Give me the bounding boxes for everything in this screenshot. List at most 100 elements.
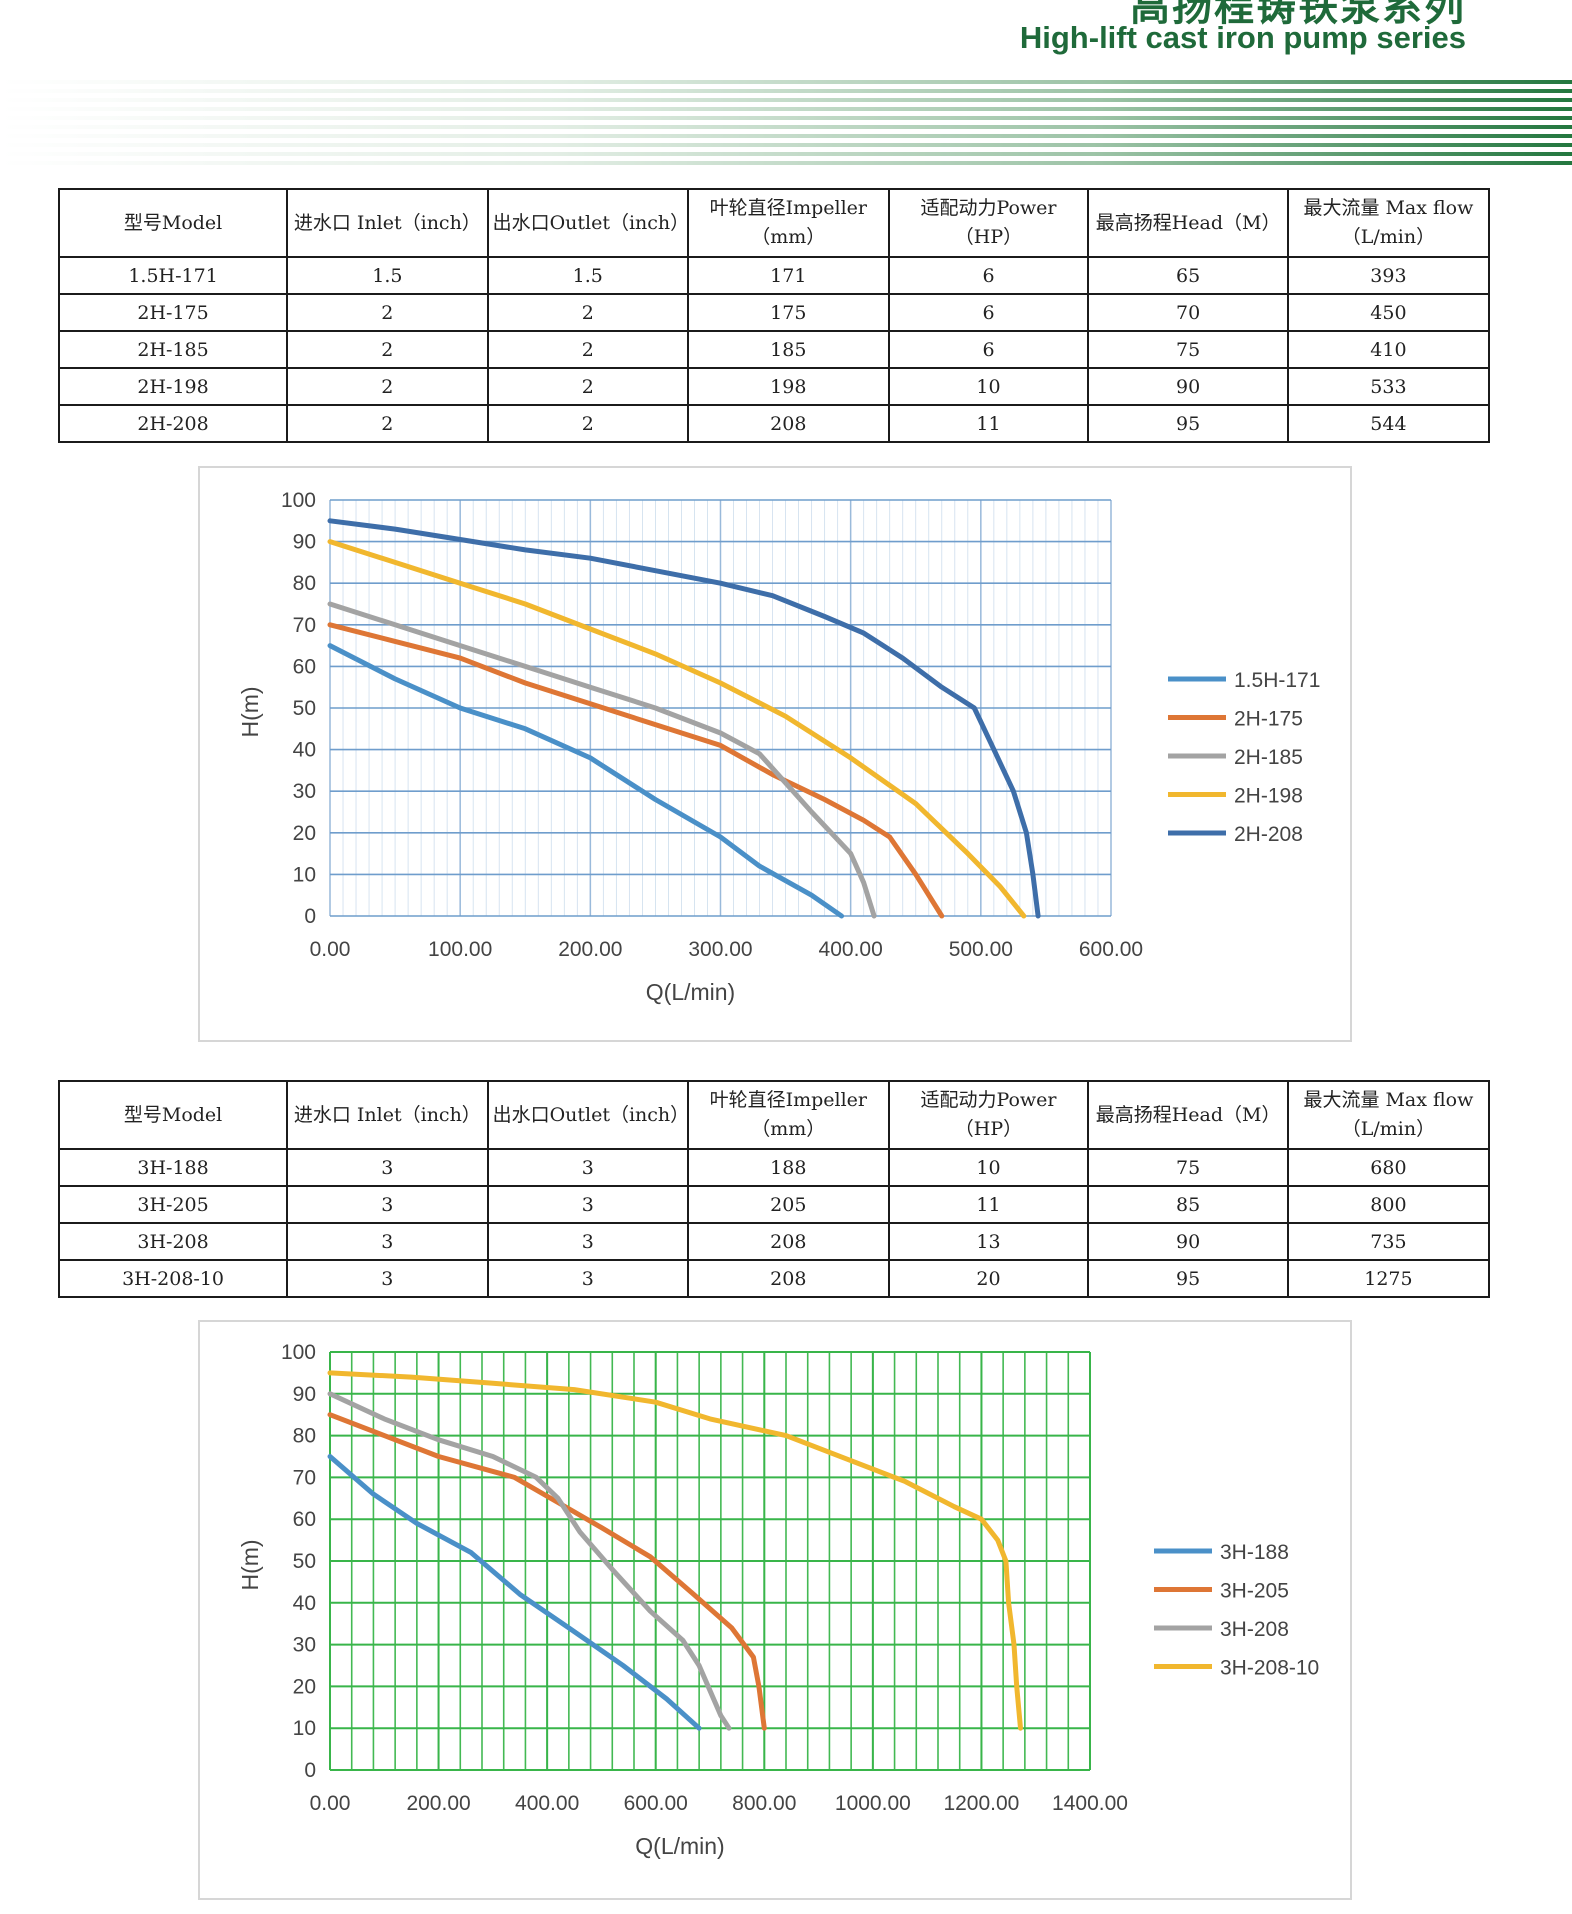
y-tick-label: 90 (293, 1383, 316, 1406)
x-tick-label: 800.00 (732, 1792, 796, 1815)
cell-inlet: 3 (286, 1222, 489, 1261)
header-outlet: 出水口Outlet（inch） (486, 188, 689, 258)
series-line-2h-185 (327, 601, 877, 919)
y-tick-label: 10 (293, 863, 316, 886)
cell-max-flow: 544 (1286, 404, 1491, 443)
legend-label: 2H-175 (1234, 708, 1303, 731)
y-tick-label: 40 (293, 739, 316, 762)
cell-head: 75 (1087, 1148, 1289, 1187)
cell-max-flow: 533 (1286, 367, 1491, 406)
table-row: 3H-188 3 3 188 10 75 680 (57, 1148, 1491, 1187)
cell-model: 2H-208 (57, 404, 289, 443)
table-row: 2H-198 2 2 198 10 90 533 (57, 367, 1491, 406)
cell-max-flow: 393 (1286, 256, 1491, 295)
cell-max-flow: 1275 (1286, 1259, 1491, 1298)
cell-power: 6 (887, 293, 1090, 332)
cell-impeller: 198 (687, 367, 890, 406)
cell-outlet: 3 (486, 1148, 690, 1187)
y-tick-label: 90 (293, 531, 316, 554)
cell-max-flow: 410 (1286, 330, 1491, 369)
x-tick-label: 0.00 (310, 1792, 351, 1815)
cell-outlet: 3 (486, 1185, 690, 1224)
y-tick-label: 20 (293, 822, 316, 845)
table-row: 3H-208-10 3 3 208 20 95 1275 (57, 1259, 1491, 1298)
cell-inlet: 3 (286, 1185, 489, 1224)
cell-model: 3H-188 (57, 1148, 289, 1187)
table-row: 3H-208 3 3 208 13 90 735 (57, 1222, 1491, 1261)
cell-outlet: 2 (486, 293, 690, 332)
legend-label: 1.5H-171 (1234, 669, 1320, 692)
y-tick-label: 30 (293, 780, 316, 803)
cell-inlet: 2 (286, 367, 489, 406)
cell-power: 10 (887, 367, 1090, 406)
legend-label: 3H-205 (1220, 1580, 1289, 1603)
header-inlet: 进水口 Inlet（inch） (286, 188, 489, 258)
title-chinese: 高扬程铸铁泵系列 (1130, 0, 1466, 30)
cell-head: 75 (1087, 330, 1289, 369)
pump-curve-chart-1: 0 10 20 30 40 50 60 70 80 90 100 0.00 100.00 200.00 30… (237, 489, 1320, 1005)
legend-label: 2H-208 (1234, 823, 1303, 846)
grid (329, 1351, 1091, 1771)
cell-power: 11 (887, 404, 1090, 443)
header-power: 适配动力Power（HP） (887, 188, 1090, 258)
x-tick-label: 1000.00 (835, 1792, 911, 1815)
header-max-flow: 最大流量 Max flow（L/min） (1286, 188, 1491, 258)
table-header-row: 型号Model 进水口 Inlet（inch） 出水口Outlet（inch） … (57, 188, 1491, 258)
y-tick-label: 70 (293, 614, 316, 637)
legend-label: 2H-198 (1234, 785, 1303, 808)
x-tick-label: 600.00 (624, 1792, 688, 1815)
cell-power: 6 (887, 330, 1090, 369)
cell-model: 2H-185 (57, 330, 289, 369)
y-tick-label: 60 (293, 655, 316, 678)
series-line-2h-208 (327, 518, 1041, 919)
legend-label: 2H-185 (1234, 746, 1303, 769)
header-power: 适配动力Power（HP） (887, 1080, 1090, 1150)
cell-head: 95 (1087, 404, 1289, 443)
y-tick-label: 10 (293, 1717, 316, 1740)
cell-outlet: 3 (486, 1259, 690, 1298)
legend-label: 3H-208 (1220, 1618, 1289, 1641)
cell-impeller: 175 (687, 293, 890, 332)
cell-impeller: 208 (687, 1222, 890, 1261)
x-tick-label: 200.00 (558, 938, 622, 961)
x-tick-label: 400.00 (515, 1792, 579, 1815)
header-inlet: 进水口 Inlet（inch） (286, 1080, 489, 1150)
y-tick-label: 20 (293, 1675, 316, 1698)
cell-max-flow: 680 (1286, 1148, 1491, 1187)
x-tick-label: 600.00 (1079, 938, 1143, 961)
cell-power: 13 (887, 1222, 1090, 1261)
cell-outlet: 2 (486, 367, 690, 406)
decorative-stripes (0, 78, 1572, 170)
y-tick-label: 100 (281, 489, 316, 512)
cell-impeller: 208 (687, 404, 890, 443)
cell-impeller: 185 (687, 330, 890, 369)
cell-impeller: 205 (687, 1185, 890, 1224)
cell-model: 3H-208 (57, 1222, 289, 1261)
cell-max-flow: 800 (1286, 1185, 1491, 1224)
cell-max-flow: 735 (1286, 1222, 1491, 1261)
y-tick-label: 50 (293, 697, 316, 720)
x-axis-title: Q(L/min) (646, 979, 735, 1005)
series-line-2h-175 (327, 622, 945, 919)
cell-model: 3H-208-10 (57, 1259, 289, 1298)
y-tick-label: 80 (293, 572, 316, 595)
x-tick-label: 500.00 (949, 938, 1013, 961)
y-tick-label: 70 (293, 1466, 316, 1489)
table-row: 2H-185 2 2 185 6 75 410 (57, 330, 1491, 369)
cell-head: 90 (1087, 367, 1289, 406)
cell-power: 6 (887, 256, 1090, 295)
cell-inlet: 2 (286, 293, 489, 332)
y-tick-label: 40 (293, 1592, 316, 1615)
header-model: 型号Model (57, 188, 289, 258)
cell-impeller: 171 (687, 256, 890, 295)
x-axis-title: Q(L/min) (635, 1833, 724, 1859)
x-tick-label: 1200.00 (943, 1792, 1019, 1815)
x-tick-label: 100.00 (428, 938, 492, 961)
spec-table-1: 型号Model 进水口 Inlet（inch） 出水口Outlet（inch） … (57, 188, 1491, 443)
table-row: 1.5H-171 1.5 1.5 171 6 65 393 (57, 256, 1491, 295)
y-tick-label: 100 (281, 1341, 316, 1364)
cell-power: 20 (887, 1259, 1090, 1298)
series-line-3h-205 (327, 1412, 767, 1731)
header-model: 型号Model (57, 1080, 289, 1150)
cell-inlet: 3 (286, 1148, 489, 1187)
